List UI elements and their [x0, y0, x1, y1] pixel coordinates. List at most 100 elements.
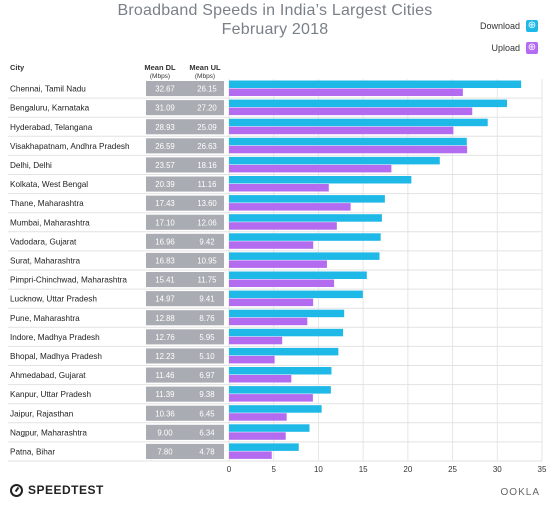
ul-value-label-8: 9.42: [199, 237, 214, 246]
city-label-8: Vadodara, Gujarat: [10, 237, 77, 246]
ul-value-label-10: 11.75: [198, 276, 218, 285]
ul-value-label-5: 11.16: [198, 180, 217, 189]
ul-value-label-14: 5.10: [199, 352, 215, 361]
upload-bar-16: [229, 394, 313, 402]
value-cell-0: [146, 81, 224, 97]
dl-value-label-15: 11.46: [156, 371, 175, 380]
upload-bar-0: [229, 88, 463, 96]
city-label-11: Lucknow, Uttar Pradesh: [10, 295, 97, 304]
ul-value-label-18: 6.34: [199, 428, 215, 437]
value-cell-2: [146, 119, 224, 135]
city-label-15: Ahmedabad, Gujarat: [10, 371, 86, 380]
speedtest-gauge-icon: [10, 483, 23, 497]
value-cell-8: [146, 233, 224, 249]
upload-bar-6: [229, 203, 351, 211]
value-cell-12: [146, 310, 224, 326]
ul-value-label-2: 25.09: [197, 123, 217, 132]
ul-value-label-12: 8.76: [199, 314, 214, 323]
upload-bar-4: [229, 164, 392, 173]
city-label-2: Hyderabad, Telangana: [10, 123, 93, 132]
upload-bar-13: [229, 336, 283, 345]
value-cell-10: [146, 272, 224, 288]
value-cell-5: [146, 176, 224, 192]
city-label-13: Indore, Madhya Pradesh: [10, 333, 100, 342]
ul-value-label-9: 10.95: [197, 256, 217, 265]
ul-value-label-4: 18.16: [197, 161, 217, 170]
speedtest-brand-text: SPEEDTEST: [28, 483, 104, 497]
upload-bar-19: [229, 451, 272, 459]
ul-value-label-17: 6.45: [199, 409, 215, 418]
ul-value-label-13: 5.95: [199, 333, 215, 342]
upload-bar-12: [229, 317, 308, 326]
legend-upload-swatch-icon: ⊕: [526, 42, 538, 54]
x-tick-label-5: 25: [448, 465, 457, 474]
dl-value-label-2: 28.93: [155, 123, 175, 132]
dl-value-label-10: 15.41: [155, 276, 175, 285]
x-tick-label-6: 30: [493, 465, 502, 474]
download-bar-19: [229, 443, 299, 451]
dl-value-label-17: 10.36: [155, 409, 175, 418]
city-label-18: Nagpur, Maharashtra: [10, 428, 87, 437]
upload-bar-11: [229, 298, 314, 307]
column-header-mean-dl-label: Mean DL: [144, 63, 176, 72]
upload-bar-8: [229, 241, 314, 249]
value-cell-17: [146, 405, 224, 421]
download-bar-15: [229, 367, 332, 375]
download-bar-3: [229, 137, 467, 146]
upload-bar-14: [229, 355, 275, 364]
upload-bar-10: [229, 279, 335, 287]
column-header-mean-ul-unit: (Mbps): [194, 73, 216, 80]
ul-value-label-19: 4.78: [199, 447, 214, 456]
download-bar-18: [229, 424, 310, 432]
city-label-10: Pimpri-Chinchwad, Maharashtra: [10, 276, 127, 285]
city-label-17: Jaipur, Rajasthan: [10, 409, 74, 418]
city-label-6: Thane, Maharashtra: [10, 199, 84, 208]
download-bar-0: [229, 80, 522, 88]
download-bar-17: [229, 405, 322, 413]
legend-download-label: Download: [479, 21, 520, 31]
column-header-mean-dl-unit: (Mbps): [149, 73, 171, 80]
upload-bar-3: [229, 145, 468, 154]
download-bar-12: [229, 309, 345, 318]
city-label-1: Bengaluru, Karnataka: [10, 104, 90, 113]
city-label-9: Surat, Maharashtra: [10, 256, 81, 265]
dl-value-label-11: 14.97: [155, 295, 175, 304]
upload-bar-17: [229, 413, 287, 421]
x-tick-label-1: 5: [271, 465, 276, 474]
download-bar-14: [229, 347, 339, 356]
download-bar-4: [229, 156, 440, 165]
chart-subtitle: February 2018: [221, 21, 329, 38]
ul-value-label-0: 26.15: [197, 85, 217, 94]
ul-value-label-6: 13.60: [197, 199, 217, 208]
ul-value-label-3: 26.63: [197, 142, 217, 151]
value-cell-15: [146, 367, 224, 383]
value-cell-1: [146, 100, 224, 116]
city-label-3: Visakhapatnam, Andhra Pradesh: [10, 142, 130, 151]
column-header-mean-dl: Mean DL (Mbps): [140, 63, 180, 81]
download-bar-1: [229, 99, 508, 108]
dl-value-label-19: 7.80: [157, 447, 173, 456]
column-header-mean-ul: Mean UL (Mbps): [185, 63, 225, 81]
upload-bar-15: [229, 375, 292, 383]
download-bar-5: [229, 176, 412, 184]
chart-title: Broadband Speeds in India’s Largest Citi…: [117, 2, 433, 19]
dl-value-label-0: 32.67: [155, 85, 175, 94]
ookla-logo: OOKLA: [500, 487, 540, 498]
legend-upload-label: Upload: [491, 43, 520, 53]
upload-bar-18: [229, 432, 286, 440]
download-bar-9: [229, 252, 380, 260]
x-tick-label-3: 15: [359, 465, 368, 474]
download-bar-10: [229, 271, 367, 279]
legend-download: Download ⊕: [480, 20, 538, 32]
value-cell-11: [146, 291, 224, 307]
ul-value-label-1: 27.20: [197, 104, 217, 113]
legend-upload: Upload ⊕: [491, 42, 538, 54]
value-cell-13: [146, 329, 224, 345]
legend-download-swatch-icon: ⊕: [526, 20, 538, 32]
ul-value-label-7: 12.06: [197, 218, 217, 227]
upload-bar-7: [229, 222, 337, 230]
dl-value-label-5: 20.39: [155, 180, 175, 189]
value-cell-7: [146, 214, 224, 230]
upload-bar-9: [229, 260, 327, 268]
